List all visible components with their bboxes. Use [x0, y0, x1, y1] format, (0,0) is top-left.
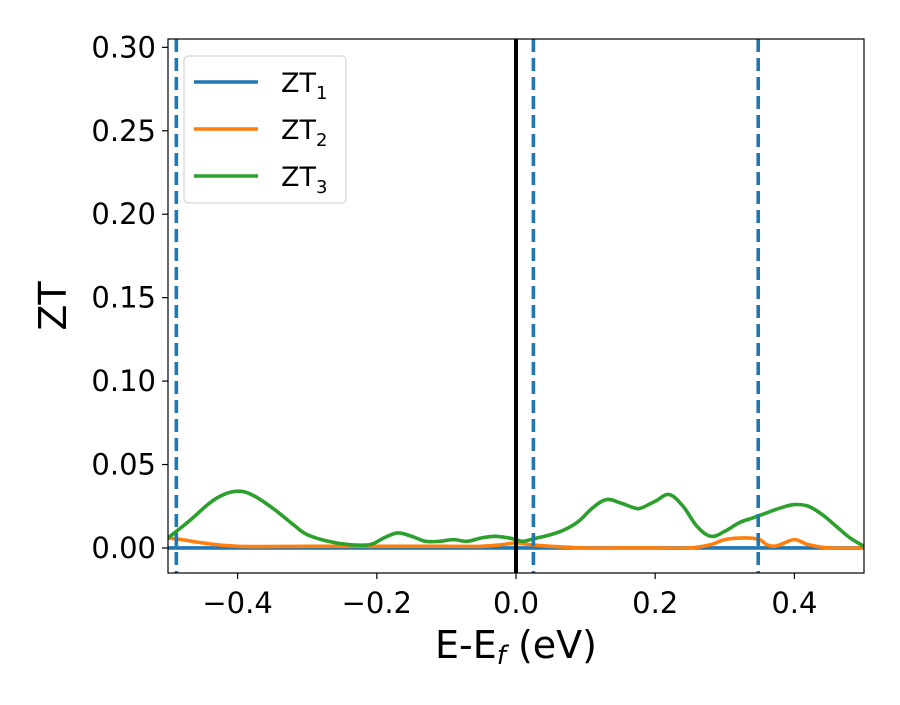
y-tick-label: 0.15	[91, 281, 156, 315]
x-axis-label: E-Ef (eV)	[435, 623, 597, 671]
x-tick-label: −0.2	[342, 586, 412, 620]
x-tick-label: 0.2	[632, 586, 678, 620]
y-axis-label: ZT	[31, 281, 75, 331]
x-axis-label-unit: (eV)	[506, 623, 597, 667]
y-tick-label: 0.30	[91, 30, 156, 64]
x-tick-label: −0.4	[202, 586, 272, 620]
y-tick-label: 0.10	[91, 364, 156, 398]
legend-label-3: ZT3	[281, 162, 327, 198]
axis-ticks: −0.4 −0.2 0.0 0.2 0.4 0.00 0.05 0.10 0.15 0.20 0.2…	[91, 30, 817, 620]
legend-label-1: ZT1	[281, 68, 327, 104]
y-tick-label: 0.20	[91, 197, 156, 231]
legend-box	[183, 55, 347, 204]
series-line-3	[168, 489, 864, 549]
legend: ZT1 ZT2 ZT3	[183, 55, 347, 204]
x-axis-label-main: E-E	[435, 623, 497, 667]
reference-lines	[174, 39, 761, 573]
legend-label-2: ZT2	[281, 115, 327, 151]
y-tick-label: 0.00	[91, 531, 156, 565]
x-tick-label: 0.4	[771, 586, 817, 620]
y-tick-label: 0.25	[91, 114, 156, 148]
x-tick-label: 0.0	[493, 586, 539, 620]
legend-items: ZT1 ZT2 ZT3	[194, 68, 327, 198]
y-tick-label: 0.05	[91, 448, 156, 482]
series-line-2	[168, 536, 864, 551]
